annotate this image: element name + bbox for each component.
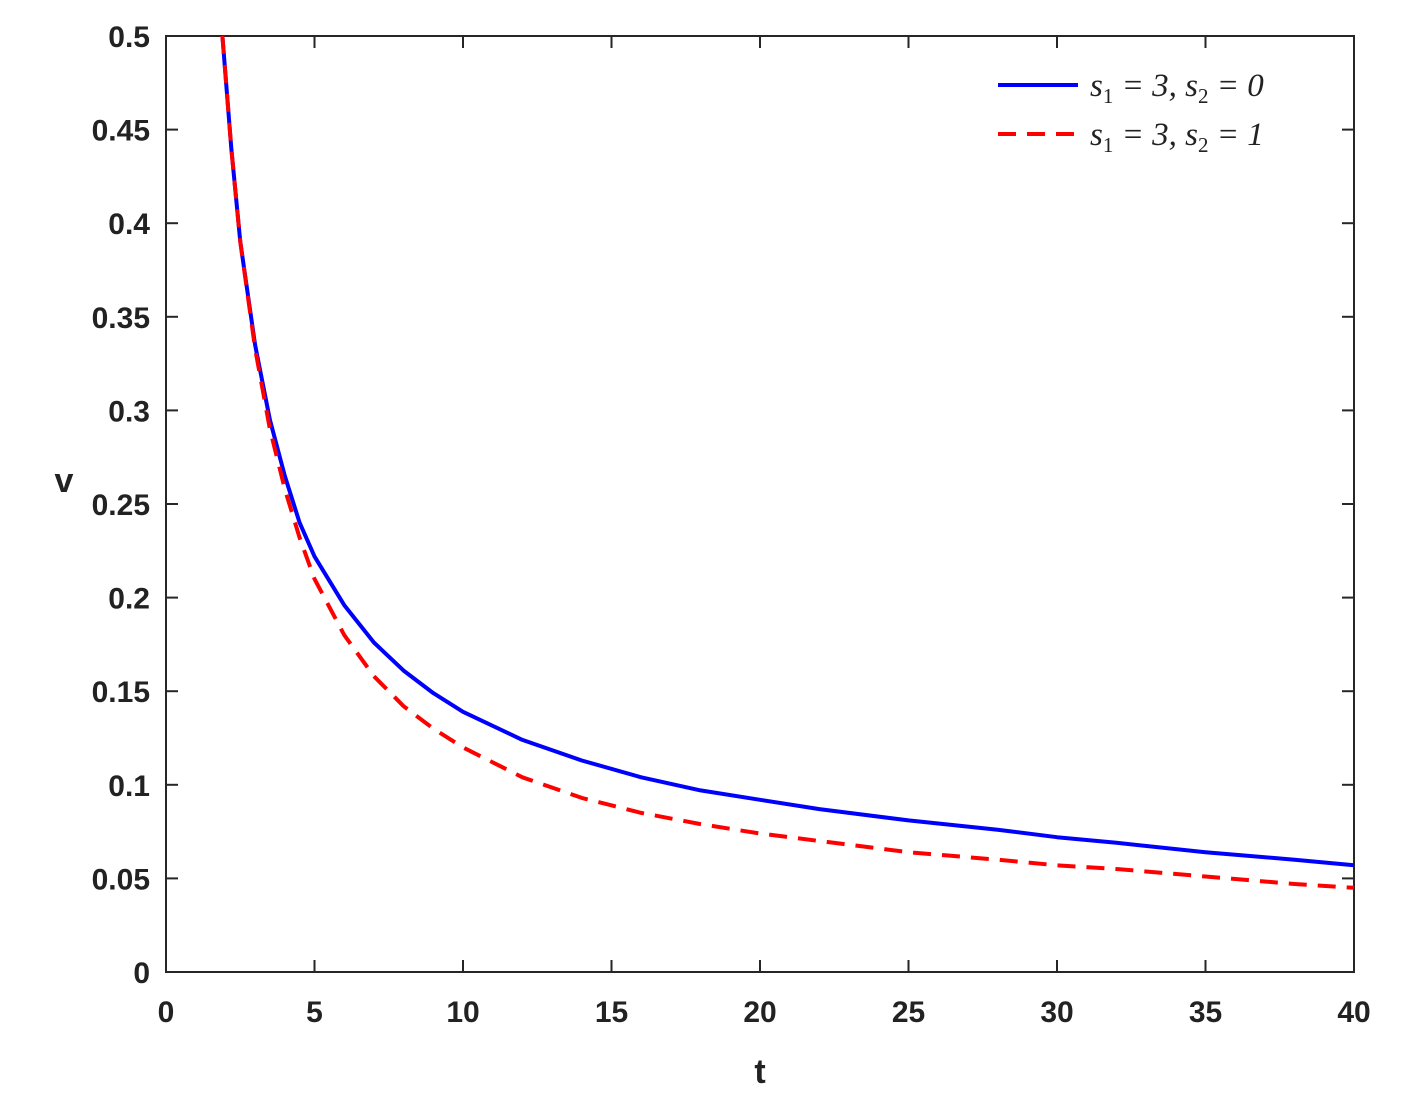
y-tick-label: 0.35 xyxy=(92,302,150,335)
y-tick-label: 0.05 xyxy=(92,863,150,896)
series-layer xyxy=(220,35,1355,890)
y-tick-label: 0.3 xyxy=(108,395,150,428)
y-tick-label: 0 xyxy=(133,957,150,990)
x-tick-label: 35 xyxy=(1189,996,1222,1029)
x-tick-label: 30 xyxy=(1040,996,1073,1029)
series-line-1 xyxy=(220,35,1355,868)
x-tick-label: 15 xyxy=(595,996,628,1029)
y-tick-label: 0.5 xyxy=(108,21,150,54)
x-tick-labels: 0 5 10 15 20 25 30 35 40 xyxy=(158,996,1371,1029)
legend-label-series-1: s1 = 3, s2 = 0 xyxy=(1090,68,1264,108)
y-tick-label: 0.15 xyxy=(92,676,150,709)
x-tick-label: 5 xyxy=(306,996,323,1029)
x-tick-label: 20 xyxy=(743,996,776,1029)
y-tick-label: 0.1 xyxy=(108,770,150,803)
y-tick-label: 0.2 xyxy=(108,583,150,616)
x-tick-label: 10 xyxy=(446,996,479,1029)
x-axis-label: t xyxy=(754,1053,765,1091)
plot-area xyxy=(165,35,1355,973)
y-axis-label: v xyxy=(55,462,74,500)
axis-ticks xyxy=(165,35,1355,973)
y-tick-label: 0.4 xyxy=(108,208,150,241)
x-tick-label: 40 xyxy=(1337,996,1370,1029)
y-tick-label: 0.45 xyxy=(92,115,150,148)
y-tick-label: 0.25 xyxy=(92,489,150,522)
x-tick-label: 25 xyxy=(892,996,925,1029)
series-line-2 xyxy=(220,35,1355,890)
legend-label-series-2: s1 = 3, s2 = 1 xyxy=(1090,117,1264,157)
y-tick-labels: 0 0.05 0.1 0.15 0.2 0.25 0.3 0.35 0.4 0.45 0.5 xyxy=(92,21,151,990)
x-tick-label: 0 xyxy=(158,996,175,1029)
legend: s1 = 3, s2 = 0 s1 = 3, s2 = 1 xyxy=(998,68,1264,157)
